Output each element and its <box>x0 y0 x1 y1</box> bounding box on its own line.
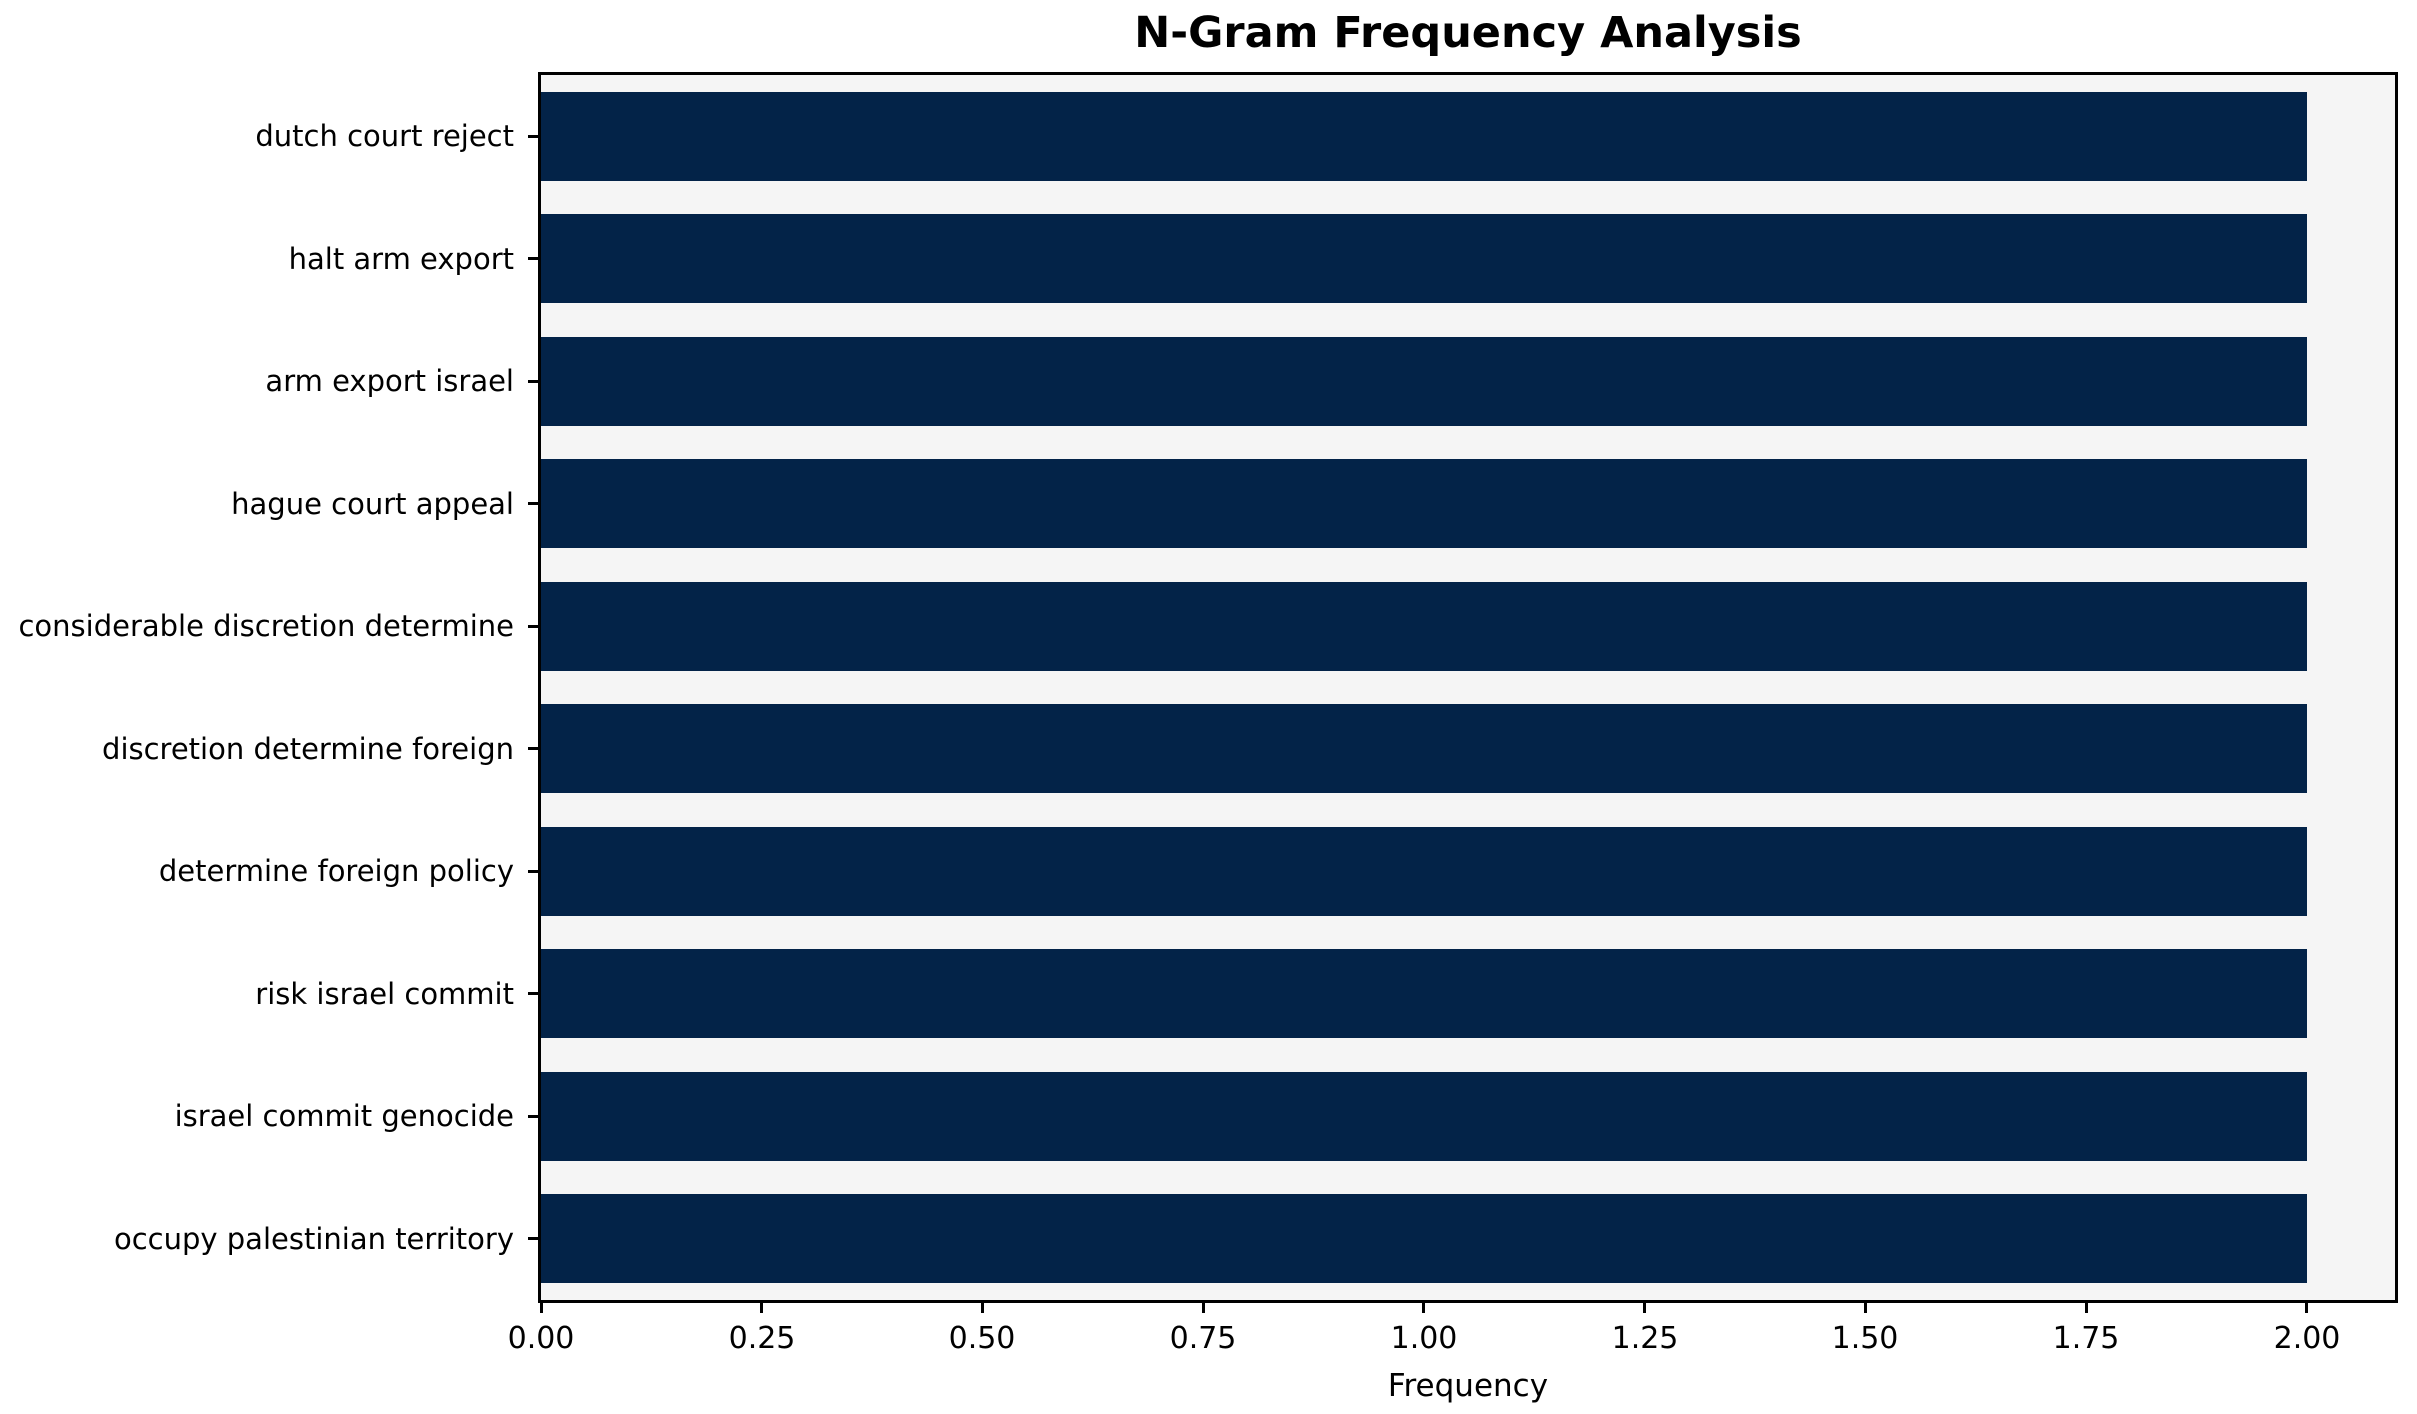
bar-israel-commit-genocide <box>541 1072 2307 1161</box>
x-tick-mark <box>981 1303 984 1313</box>
y-tick-label-considerable-discretion-determine: considerable discretion determine <box>18 609 514 643</box>
bar-considerable-discretion-determine <box>541 582 2307 671</box>
y-tick-mark <box>528 870 538 873</box>
y-tick-mark <box>528 747 538 750</box>
bar-hague-court-appeal <box>541 459 2307 548</box>
x-tick-label-0.75: 0.75 <box>1169 1321 1237 1356</box>
y-tick-mark <box>528 380 538 383</box>
x-tick-mark <box>2305 1303 2308 1313</box>
x-tick-mark <box>1422 1303 1425 1313</box>
y-tick-mark <box>528 257 538 260</box>
bar-arm-export-israel <box>541 337 2307 426</box>
x-tick-mark <box>1202 1303 1205 1313</box>
chart-title: N-Gram Frequency Analysis <box>1134 8 1802 58</box>
bar-halt-arm-export <box>541 214 2307 303</box>
x-tick-label-1.00: 1.00 <box>1390 1321 1458 1356</box>
bar-occupy-palestinian-territory <box>541 1194 2307 1283</box>
bar-risk-israel-commit <box>541 949 2307 1038</box>
y-tick-label-discretion-determine-foreign: discretion determine foreign <box>102 732 514 766</box>
bar-discretion-determine-foreign <box>541 704 2307 793</box>
plot-area <box>538 72 2398 1303</box>
y-tick-label-arm-export-israel: arm export israel <box>265 364 514 398</box>
y-tick-label-occupy-palestinian-territory: occupy palestinian territory <box>113 1222 514 1256</box>
y-tick-mark <box>528 1115 538 1118</box>
x-tick-mark <box>1864 1303 1867 1313</box>
bar-determine-foreign-policy <box>541 827 2307 916</box>
x-tick-label-1.25: 1.25 <box>1611 1321 1679 1356</box>
x-tick-label-0.00: 0.00 <box>507 1321 575 1356</box>
y-tick-label-dutch-court-reject: dutch court reject <box>255 119 514 153</box>
y-tick-mark <box>528 992 538 995</box>
x-tick-mark <box>1643 1303 1646 1313</box>
y-tick-mark <box>528 1237 538 1240</box>
x-tick-label-1.50: 1.50 <box>1831 1321 1899 1356</box>
x-tick-mark <box>760 1303 763 1313</box>
y-tick-label-hague-court-appeal: hague court appeal <box>231 487 514 521</box>
x-tick-label-1.75: 1.75 <box>2052 1321 2120 1356</box>
y-tick-label-israel-commit-genocide: israel commit genocide <box>174 1099 514 1133</box>
y-tick-label-risk-israel-commit: risk israel commit <box>255 977 514 1011</box>
y-tick-label-halt-arm-export: halt arm export <box>288 242 514 276</box>
bar-dutch-court-reject <box>541 92 2307 181</box>
x-tick-mark <box>2085 1303 2088 1313</box>
y-tick-mark <box>528 135 538 138</box>
y-tick-mark <box>528 625 538 628</box>
x-axis-title: Frequency <box>1387 1368 1549 1404</box>
x-tick-mark <box>540 1303 543 1313</box>
y-tick-label-determine-foreign-policy: determine foreign policy <box>158 854 514 888</box>
x-tick-label-0.50: 0.50 <box>948 1321 1016 1356</box>
x-tick-label-0.25: 0.25 <box>728 1321 796 1356</box>
y-tick-mark <box>528 502 538 505</box>
x-tick-label-2.00: 2.00 <box>2273 1321 2341 1356</box>
